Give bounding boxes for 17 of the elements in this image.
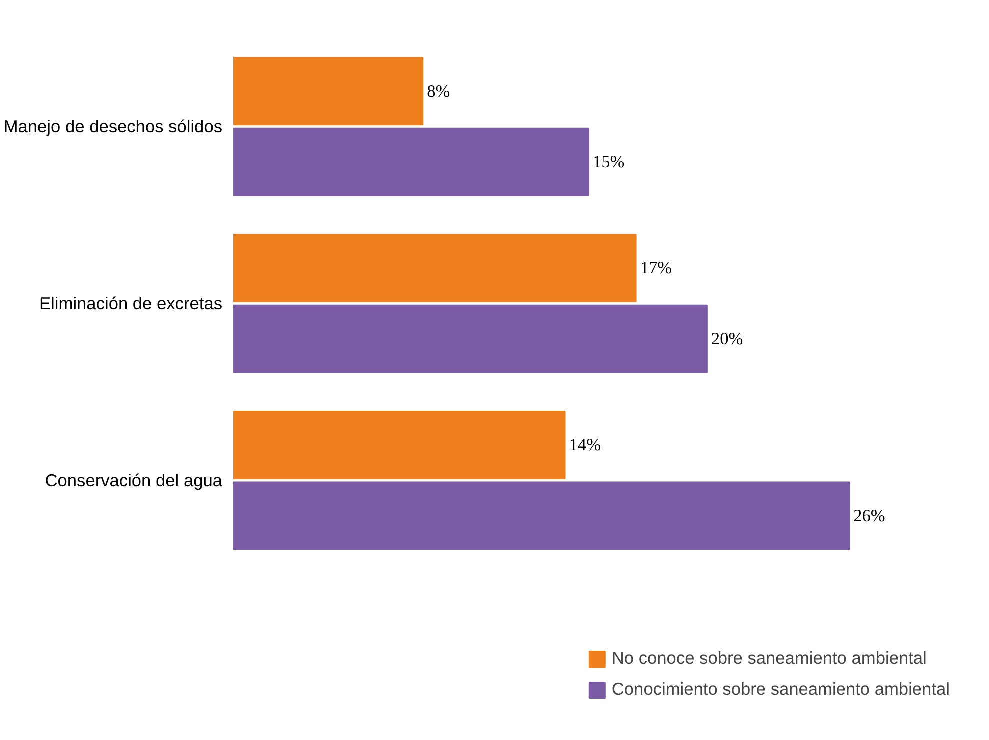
y-tick-label: Conservación del agua bbox=[45, 470, 223, 490]
legend-label: No conoce sobre saneamiento ambiental bbox=[612, 648, 927, 669]
bar bbox=[234, 57, 424, 126]
data-label: 26% bbox=[854, 506, 886, 526]
y-tick-label: Manejo de desechos sólidos bbox=[4, 116, 223, 137]
data-label: 14% bbox=[569, 436, 602, 455]
bar bbox=[234, 304, 708, 374]
bar bbox=[234, 128, 590, 196]
data-label: 20% bbox=[711, 329, 744, 348]
data-label: 17% bbox=[640, 258, 672, 278]
legend-label: Conocimiento sobre saneamiento ambiental bbox=[612, 679, 950, 700]
data-label: 8% bbox=[427, 82, 450, 101]
bar bbox=[234, 234, 637, 302]
bar bbox=[234, 411, 566, 480]
data-label: 15% bbox=[592, 152, 625, 172]
y-tick-label: Eliminación de excretas bbox=[40, 294, 223, 314]
bar bbox=[234, 482, 850, 550]
